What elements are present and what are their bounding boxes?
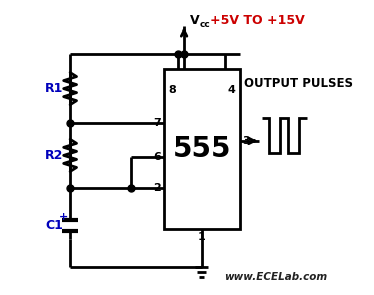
- Text: 4: 4: [227, 85, 235, 95]
- Text: 2: 2: [153, 183, 161, 193]
- Text: 3: 3: [242, 136, 250, 146]
- Text: www.ECELab.com: www.ECELab.com: [224, 272, 327, 282]
- Text: R2: R2: [45, 149, 63, 162]
- Text: OUTPUT PULSES: OUTPUT PULSES: [243, 77, 353, 90]
- Text: V: V: [190, 14, 200, 27]
- Text: R1: R1: [45, 82, 63, 95]
- Text: 6: 6: [153, 152, 161, 162]
- Text: cc: cc: [200, 20, 210, 29]
- Bar: [163, 69, 240, 229]
- Text: 555: 555: [172, 135, 231, 163]
- Text: 7: 7: [153, 118, 161, 128]
- Text: +5V TO +15V: +5V TO +15V: [210, 14, 304, 27]
- Text: +: +: [59, 212, 68, 222]
- Text: 1: 1: [198, 232, 205, 242]
- Text: 8: 8: [168, 85, 176, 95]
- Text: C1: C1: [45, 219, 63, 232]
